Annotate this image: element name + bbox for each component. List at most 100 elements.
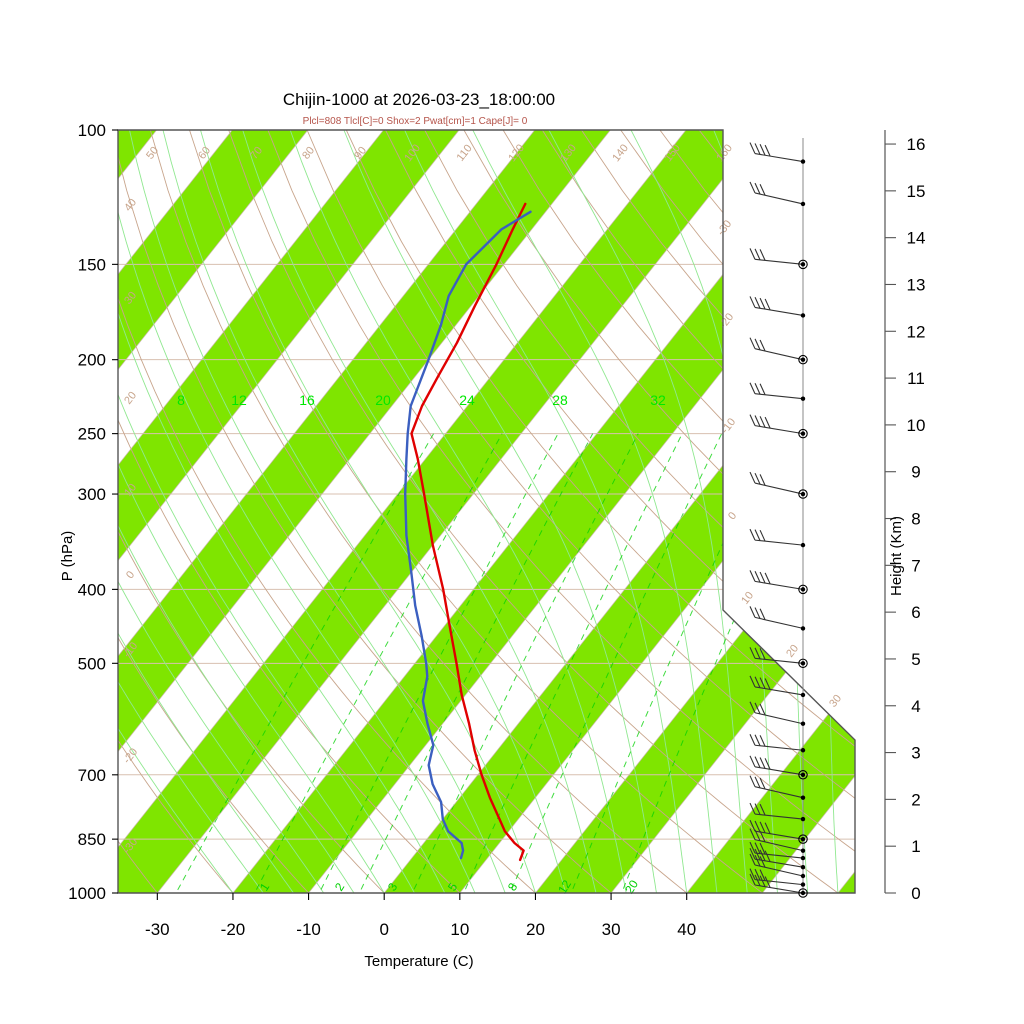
- level-dot: [800, 836, 806, 842]
- wind-barb: [749, 382, 804, 400]
- mandatory-level-ring: [798, 489, 808, 499]
- pressure-tick-label: 850: [78, 830, 106, 849]
- wind-barb: [749, 847, 804, 868]
- height-tick-label: 4: [911, 697, 920, 716]
- wind-barb: [749, 755, 804, 776]
- level-dot: [800, 313, 806, 318]
- level-dot: [800, 201, 806, 207]
- wind-barb: [749, 471, 804, 495]
- height-tick-label: 13: [907, 275, 926, 294]
- sounding-traces: [404, 202, 532, 862]
- temperature-tick-label: 20: [526, 920, 545, 939]
- pressure-tick-label: 150: [78, 255, 106, 274]
- wind-barb: [749, 296, 804, 316]
- wind-barb: [749, 414, 804, 435]
- adiabat-label: 50: [144, 145, 161, 162]
- adiabat-label: 60: [196, 145, 213, 162]
- height-tick-label: 3: [911, 744, 920, 763]
- wind-barb-column: [749, 138, 808, 898]
- pressure-tick-label: 250: [78, 425, 106, 444]
- adiabat-label: 20: [122, 390, 139, 407]
- level-dot: [800, 357, 806, 362]
- level-dot: [800, 748, 806, 753]
- temperature-tick-label: -30: [145, 920, 170, 939]
- height-tick-label: 16: [907, 135, 926, 154]
- mandatory-level-ring: [798, 770, 808, 780]
- mandatory-level-ring: [798, 354, 808, 365]
- pressure-tick-label: 700: [78, 766, 106, 785]
- adiabat-label: 10: [739, 590, 756, 607]
- level-dot: [800, 890, 806, 896]
- adiabat-label: 40: [122, 197, 139, 214]
- level-dot: [800, 262, 806, 267]
- height-tick-label: 12: [907, 322, 926, 341]
- mandatory-level-ring: [798, 888, 808, 898]
- level-dot: [800, 721, 806, 726]
- adiabat-label: 30: [827, 693, 844, 710]
- level-dot: [800, 882, 806, 887]
- height-tick-label: 11: [907, 369, 925, 388]
- mandatory-level-ring: [798, 658, 808, 669]
- pressure-tick-label: 1000: [68, 884, 106, 903]
- sounding-indices-subtitle: Plcl=808 Tlcl[C]=0 Shox=2 Pwat[cm]=1 Cap…: [303, 116, 528, 127]
- wind-barb: [749, 528, 804, 546]
- height-tick-label: 2: [911, 790, 920, 809]
- height-tick-label: 8: [911, 510, 920, 529]
- mandatory-level-ring: [798, 584, 808, 595]
- pressure-tick-label: 300: [78, 485, 106, 504]
- temperature-tick-label: 10: [450, 920, 469, 939]
- pressure-tick-label: 100: [78, 121, 106, 140]
- saturated-adiabat-label: 24: [459, 392, 475, 408]
- trace-temperature: [410, 202, 527, 862]
- pressure-tick-label: 400: [78, 580, 106, 599]
- temperature-tick-label: -20: [221, 920, 246, 939]
- saturated-adiabat-label: 12: [231, 392, 247, 408]
- temperature-tick-label: 30: [602, 920, 621, 939]
- saturated-adiabat-label: 16: [299, 392, 315, 408]
- pressure-axis-label: P (hPa): [59, 531, 76, 582]
- wind-barb: [749, 675, 804, 696]
- adiabat-label: 70: [248, 145, 265, 162]
- saturated-adiabat-label: 32: [650, 392, 666, 408]
- wind-barb: [749, 248, 804, 265]
- height-tick-label: 0: [911, 884, 920, 903]
- level-dot: [800, 626, 806, 631]
- height-tick-label: 9: [911, 463, 920, 482]
- height-axis-label: Height (Km): [888, 516, 905, 596]
- adiabat-label: 80: [300, 145, 317, 162]
- height-tick-label: 7: [911, 556, 920, 575]
- adiabat-label: 30: [122, 290, 139, 307]
- wind-barb: [749, 701, 804, 725]
- level-dot: [800, 587, 806, 592]
- height-tick-label: 10: [907, 416, 926, 435]
- level-dot: [800, 816, 806, 822]
- adiabat-label: 20: [784, 643, 801, 660]
- wind-barb: [749, 819, 804, 840]
- saturated-adiabat-label: 20: [375, 392, 391, 408]
- wind-barb: [749, 841, 804, 859]
- wind-barb: [749, 868, 804, 886]
- level-dot: [800, 661, 806, 666]
- height-tick-label: 1: [911, 837, 920, 856]
- mixing-ratio-lines: [166, 433, 817, 893]
- level-dot: [800, 491, 806, 497]
- level-dot: [800, 855, 806, 861]
- temperature-axis-label: Temperature (C): [364, 953, 473, 970]
- level-dot: [800, 396, 806, 401]
- pressure-tick-label: 500: [78, 654, 106, 673]
- adiabat-label: 10: [122, 482, 139, 499]
- wind-barb: [749, 606, 804, 629]
- temperature-tick-label: 0: [379, 920, 388, 939]
- wind-barb: [749, 181, 804, 205]
- level-dot: [800, 692, 806, 698]
- wind-barb: [749, 337, 804, 361]
- trace-dewpoint: [404, 210, 532, 860]
- temperature-tick-label: 40: [677, 920, 696, 939]
- adiabat-label: 90: [352, 145, 369, 162]
- height-tick-label: 6: [911, 603, 920, 622]
- saturated-adiabat-label: 28: [552, 392, 568, 408]
- wind-barb: [749, 570, 804, 590]
- wind-barb: [749, 802, 804, 820]
- level-dot: [800, 159, 806, 164]
